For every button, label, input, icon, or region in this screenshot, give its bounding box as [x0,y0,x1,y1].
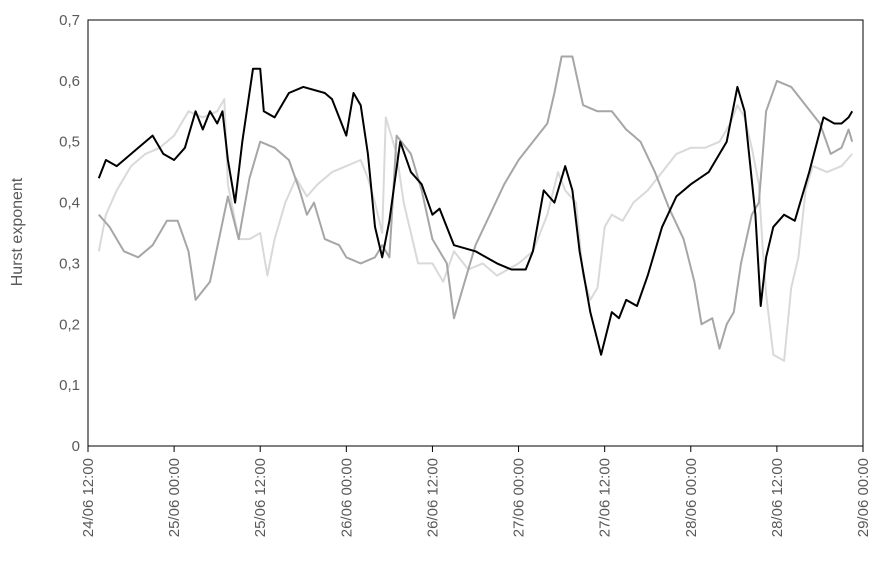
series-layer [97,55,854,362]
y-tick-label: 0,6 [59,73,80,90]
x-tick-label: 25/06 00:00 [166,458,183,537]
y-tick-label: 0,1 [59,377,80,394]
series-line-2 [97,98,853,362]
x-tick-labels: 24/06 12:00 25/06 00:00 25/06 12:00 26/06 0… [80,458,872,537]
y-axis-title: Hurst exponent [9,177,26,286]
series-line-1 [98,55,854,350]
y-tick-label: 0,4 [59,195,80,212]
plot-area-frame [87,19,864,447]
x-tick-label: 28/06 12:00 [769,458,786,537]
x-tick-label: 27/06 12:00 [597,458,614,537]
y-tick-labels: 0 0,1 0,2 0,3 0,4 0,5 0,6 0,7 [59,12,80,455]
series-line-0 [97,67,854,356]
x-tick-marks [87,446,864,452]
y-tick-label: 0 [72,438,80,455]
x-tick-label: 25/06 12:00 [252,458,269,537]
y-tick-label: 0,5 [59,134,80,151]
x-tick-label: 26/06 00:00 [338,458,355,537]
x-tick-label: 24/06 12:00 [80,458,97,537]
y-tick-label: 0,3 [59,255,80,272]
y-tick-label: 0,2 [59,316,80,333]
x-tick-label: 28/06 00:00 [683,458,700,537]
y-axis-title-group: Hurst exponent [9,177,26,286]
x-tick-label: 29/06 00:00 [855,458,872,537]
x-tick-label: 27/06 00:00 [511,458,528,537]
x-tick-label: 26/06 12:00 [424,458,441,537]
y-tick-label: 0,7 [59,12,80,29]
